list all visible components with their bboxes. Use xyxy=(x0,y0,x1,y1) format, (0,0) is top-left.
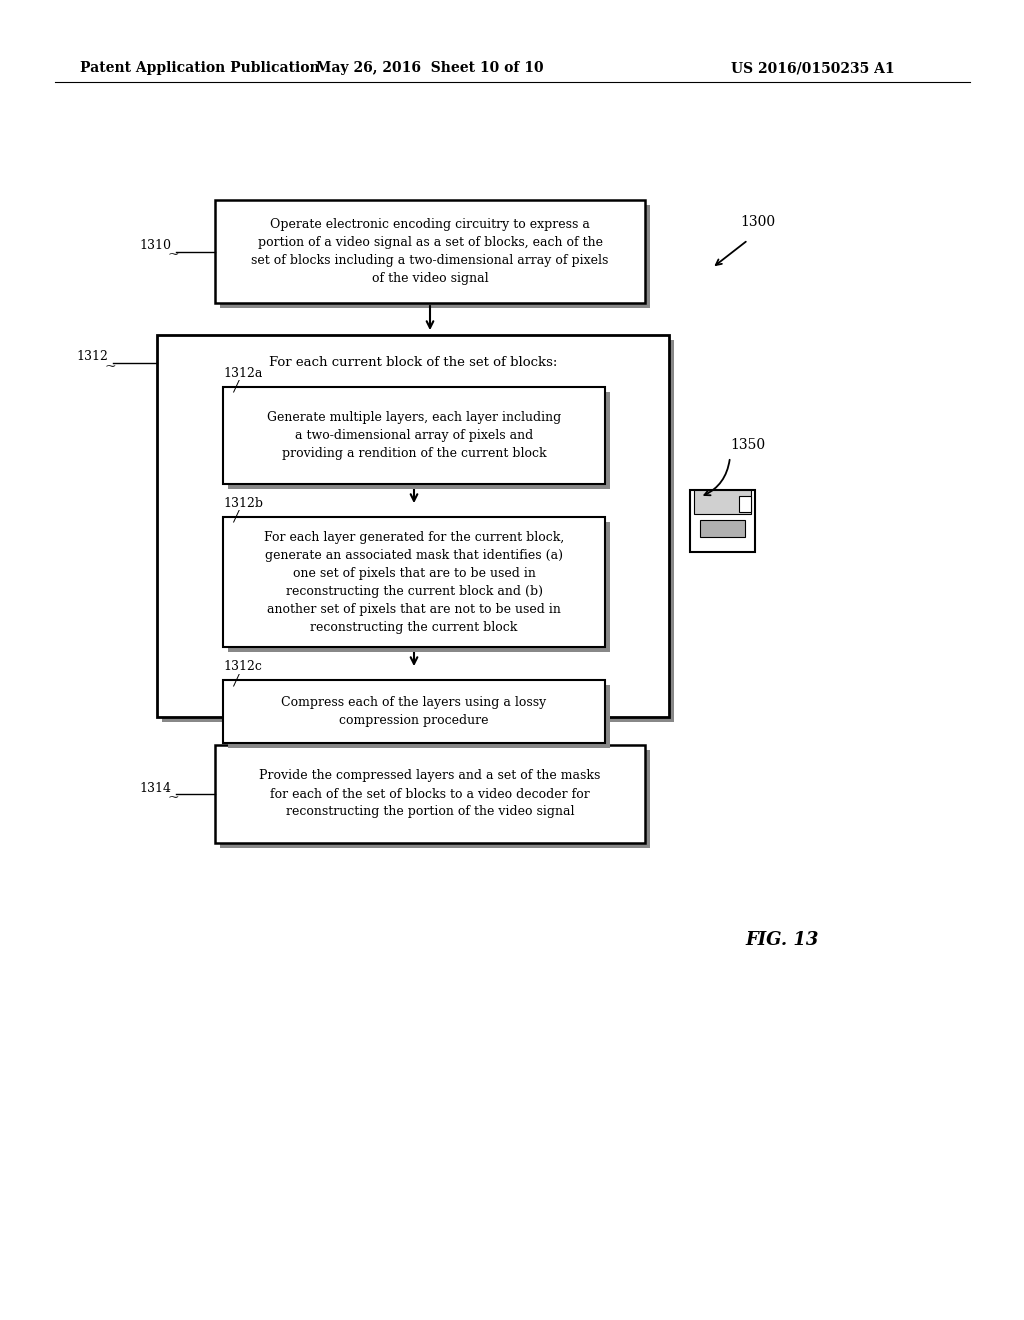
Bar xyxy=(694,490,751,513)
Text: ~: ~ xyxy=(104,360,116,374)
Bar xyxy=(228,392,610,488)
Text: 1312a: 1312a xyxy=(223,367,262,380)
Bar xyxy=(223,680,605,743)
Text: 1300: 1300 xyxy=(740,215,775,228)
Text: ~: ~ xyxy=(167,248,179,263)
Text: ~: ~ xyxy=(167,791,179,805)
Text: For each layer generated for the current block,
generate an associated mask that: For each layer generated for the current… xyxy=(264,531,564,634)
Bar xyxy=(739,496,751,512)
Text: 1312c: 1312c xyxy=(223,660,262,673)
Text: 1312: 1312 xyxy=(76,351,108,363)
Bar xyxy=(690,490,755,552)
Bar xyxy=(220,750,650,847)
Text: 1350: 1350 xyxy=(730,438,765,451)
Bar xyxy=(162,341,674,722)
Text: Compress each of the layers using a lossy
compression procedure: Compress each of the layers using a loss… xyxy=(282,696,547,727)
Bar xyxy=(215,201,645,304)
Bar xyxy=(220,205,650,308)
Bar xyxy=(700,520,745,537)
Bar xyxy=(228,521,610,652)
Bar xyxy=(223,517,605,647)
Text: For each current block of the set of blocks:: For each current block of the set of blo… xyxy=(269,356,557,370)
Text: US 2016/0150235 A1: US 2016/0150235 A1 xyxy=(731,61,895,75)
Bar xyxy=(157,335,669,717)
Text: /: / xyxy=(232,380,238,393)
Text: 1312b: 1312b xyxy=(223,498,263,510)
Text: /: / xyxy=(232,673,238,686)
Bar xyxy=(228,685,610,748)
Text: Operate electronic encoding circuitry to express a
portion of a video signal as : Operate electronic encoding circuitry to… xyxy=(251,218,608,285)
Bar xyxy=(215,744,645,843)
Text: Provide the compressed layers and a set of the masks
for each of the set of bloc: Provide the compressed layers and a set … xyxy=(259,770,601,818)
Text: /: / xyxy=(232,510,238,524)
Bar xyxy=(223,387,605,484)
Text: Patent Application Publication: Patent Application Publication xyxy=(80,61,319,75)
Text: FIG. 13: FIG. 13 xyxy=(745,931,818,949)
Text: May 26, 2016  Sheet 10 of 10: May 26, 2016 Sheet 10 of 10 xyxy=(316,61,544,75)
Text: Generate multiple layers, each layer including
a two-dimensional array of pixels: Generate multiple layers, each layer inc… xyxy=(267,411,561,459)
Text: 1314: 1314 xyxy=(139,781,171,795)
Text: 1310: 1310 xyxy=(139,239,171,252)
